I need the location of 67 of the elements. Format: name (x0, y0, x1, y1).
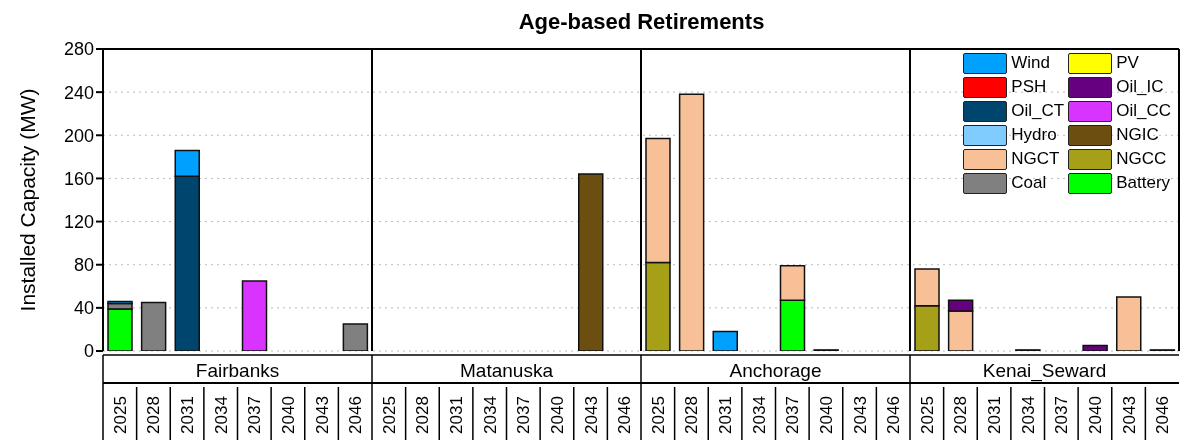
x-tick-label: 2046 (1153, 396, 1173, 434)
x-tick-label: 2037 (245, 396, 265, 434)
x-tick-label: 2031 (716, 396, 736, 434)
x-tick-label: 2025 (648, 396, 668, 434)
text: Matanuska (460, 360, 554, 381)
legend-label: NGCC (1116, 149, 1167, 169)
x-tick-label: 2037 (514, 396, 534, 434)
y-tick-label: 240 (63, 82, 94, 103)
legend-label: Wind (1011, 53, 1051, 73)
text: Anchorage (729, 360, 822, 381)
text: Fairbanks (195, 360, 280, 381)
x-tick-label: 2028 (144, 396, 164, 434)
y-tick-label: 160 (63, 168, 94, 189)
bar (342, 323, 369, 351)
chart-title: Age-based Retirements (517, 8, 766, 36)
legend-label: Oil_CC (1116, 101, 1171, 121)
x-tick-label: 2040 (278, 396, 298, 434)
bar (107, 308, 133, 351)
x-tick-label: 2040 (547, 396, 567, 434)
x-tick-label: 2028 (413, 396, 433, 434)
legend-label: Oil_IC (1116, 77, 1164, 97)
legend-label: Hydro (1011, 125, 1057, 145)
y-tick-label: 80 (73, 255, 94, 276)
x-tick-label: 2043 (312, 396, 332, 434)
x-tick-label: 2025 (917, 396, 937, 434)
x-tick-label: 2028 (682, 396, 702, 434)
x-tick-label: 2046 (884, 396, 904, 434)
bar (1082, 344, 1108, 351)
y-tick-label: 0 (83, 341, 94, 362)
x-tick-label: 2034 (211, 396, 231, 434)
x-tick-label: 2043 (581, 396, 601, 434)
legend-label: PV (1116, 53, 1139, 73)
y-tick-label: 40 (73, 298, 94, 319)
y-tick-label: 120 (63, 211, 94, 232)
x-tick-label: 2037 (1052, 396, 1072, 434)
legend-label: Battery (1116, 173, 1171, 193)
x-tick-label: 2031 (985, 396, 1005, 434)
text: Kenai_Seward (982, 360, 1107, 382)
bar (578, 173, 604, 351)
x-tick-label: 2046 (615, 396, 635, 434)
legend-label: Oil_CT (1011, 101, 1065, 121)
legend-label: NGCT (1011, 149, 1060, 169)
bar (241, 280, 268, 351)
x-tick-label: 2043 (1119, 396, 1139, 434)
bar (712, 330, 738, 351)
x-tick-label: 2025 (379, 396, 399, 434)
x-tick-label: 2031 (447, 396, 467, 434)
x-tick-label: 2037 (783, 396, 803, 434)
x-tick-label: 2046 (346, 396, 366, 434)
y-tick-label: 280 (63, 39, 94, 60)
x-tick-label: 2040 (816, 396, 836, 434)
x-tick-label: 2040 (1085, 396, 1105, 434)
x-tick-label: 2043 (850, 396, 870, 434)
x-tick-label: 2028 (951, 396, 971, 434)
x-tick-label: 2034 (1018, 396, 1038, 434)
bar (1116, 296, 1142, 351)
bar (678, 93, 705, 351)
x-tick-label: 2034 (749, 396, 769, 434)
legend-label: NGIC (1116, 125, 1159, 145)
y-tick-label: 200 (63, 125, 94, 146)
x-tick-label: 2025 (110, 396, 130, 434)
y-axis-title: Installed Capacity (MW) (16, 88, 40, 312)
x-tick-label: 2031 (178, 396, 198, 434)
legend-label: Coal (1011, 173, 1047, 193)
bar (140, 301, 167, 351)
x-tick-label: 2034 (480, 396, 500, 434)
legend-label: PSH (1011, 77, 1047, 97)
